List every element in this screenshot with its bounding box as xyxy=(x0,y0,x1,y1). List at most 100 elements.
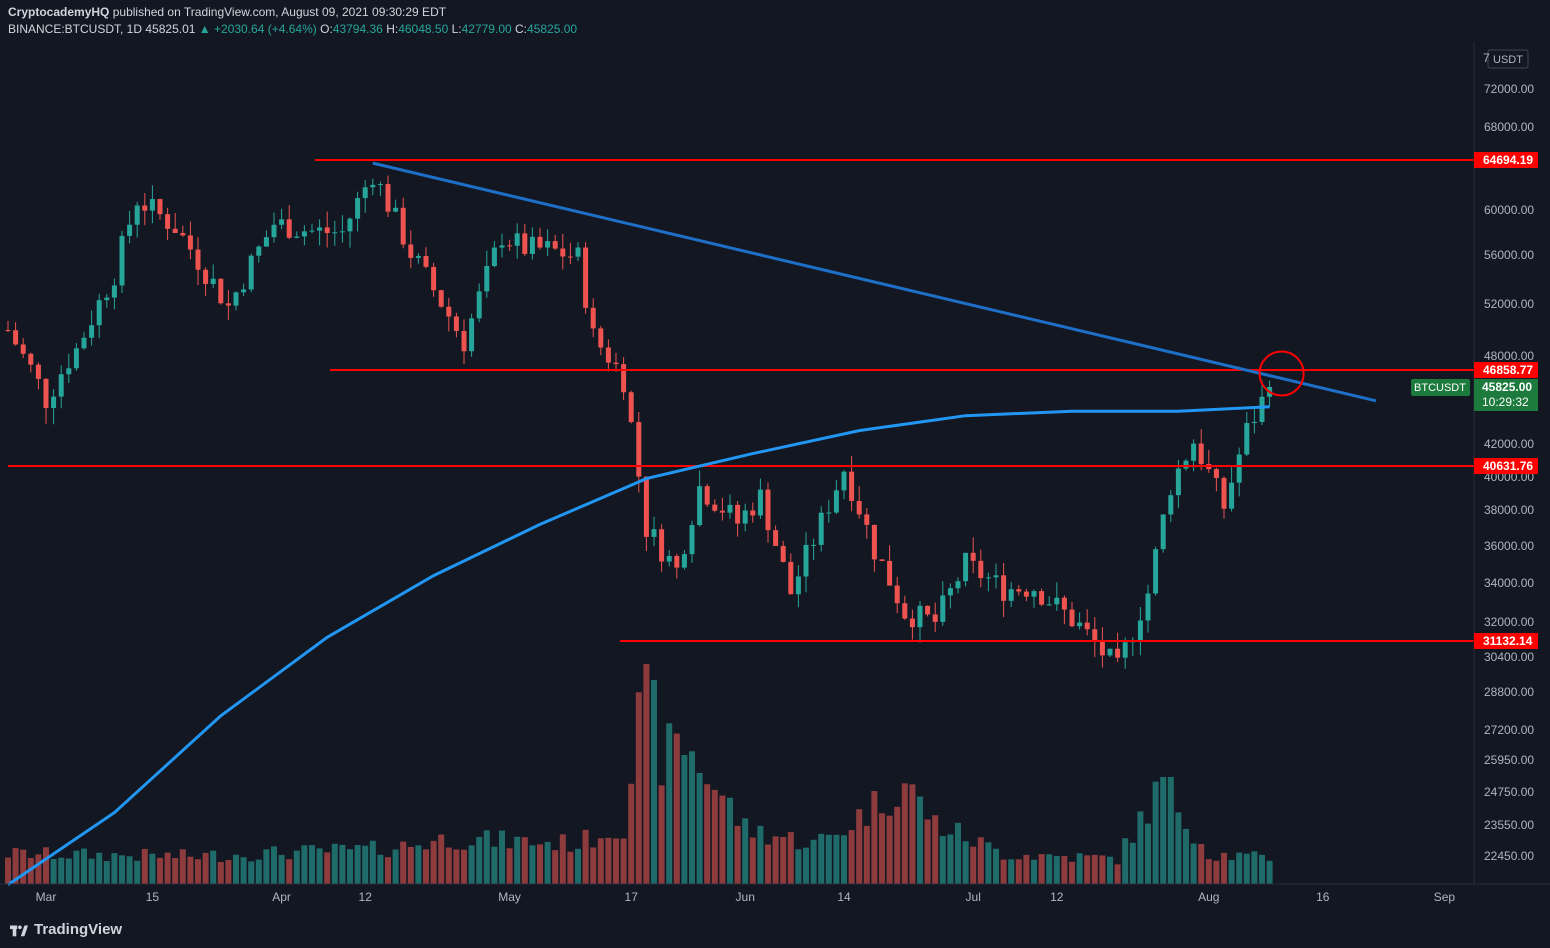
volume-bar xyxy=(278,854,285,884)
price-tick-label: 23550.00 xyxy=(1484,818,1534,832)
footer: TradingView xyxy=(0,912,1550,948)
volume-bar xyxy=(1038,854,1045,884)
volume-bar xyxy=(81,848,87,884)
candle-body xyxy=(1008,589,1014,601)
candle-body xyxy=(431,266,437,291)
volume-bar xyxy=(962,841,969,884)
candle-body xyxy=(940,595,946,622)
candle-body xyxy=(1175,468,1181,496)
volume-bar xyxy=(483,830,490,884)
volume-bar xyxy=(947,834,954,884)
candle-body xyxy=(712,504,718,511)
candle-body xyxy=(780,545,786,562)
candle-body xyxy=(317,227,323,231)
date-tick-label: 12 xyxy=(1050,890,1064,904)
volume-bar xyxy=(1015,859,1022,884)
descending-trendline xyxy=(372,161,1377,403)
time-axis[interactable]: Mar 15 Apr 12 May 17 Jun 14 Jul 12 Aug 16 Sep xyxy=(36,890,1456,904)
volume-bar xyxy=(894,806,901,884)
candle-body xyxy=(909,618,915,628)
volume-bar xyxy=(787,832,794,884)
candle-body xyxy=(339,231,345,233)
volume-bar xyxy=(1145,823,1151,884)
volume-bar xyxy=(772,836,779,884)
level-badge xyxy=(1474,458,1538,474)
volume-bar xyxy=(377,854,384,884)
tradingview-logo[interactable]: TradingView xyxy=(10,921,122,938)
candle-body xyxy=(1168,495,1174,515)
candle-body xyxy=(1069,609,1075,627)
volume-bar xyxy=(362,845,369,884)
volume-bar xyxy=(88,858,95,884)
price-chart[interactable]: USDT 7 72000.00 68000.00 60000.00 56000.00 52… xyxy=(0,42,1550,912)
circle-annotation xyxy=(1258,350,1305,397)
date-tick-label: Sep xyxy=(1434,890,1456,904)
candle-body xyxy=(58,374,64,397)
candle-body xyxy=(1213,469,1219,478)
candle-body xyxy=(377,184,383,186)
volume-bar xyxy=(1031,859,1037,884)
tradingview-logo-icon xyxy=(10,925,28,936)
candle-body xyxy=(871,524,877,560)
volume-bar xyxy=(1266,860,1273,884)
candle-body xyxy=(636,422,642,477)
candle-body xyxy=(803,544,809,577)
volume-bar xyxy=(620,838,627,884)
volume-bar xyxy=(613,838,619,884)
candle-body xyxy=(256,246,262,256)
candle-body xyxy=(932,614,938,622)
candle-body xyxy=(1153,549,1159,594)
candle-body xyxy=(423,256,429,267)
candle-body xyxy=(659,529,665,562)
candle-body xyxy=(149,199,155,211)
volume-bar xyxy=(582,829,589,884)
volume-bar xyxy=(324,852,331,884)
candle-body xyxy=(165,214,171,229)
volume-bar xyxy=(149,853,156,884)
symbol-badge-text: BTCUSDT xyxy=(1414,382,1466,394)
candle-body xyxy=(1160,514,1166,550)
volume-bar xyxy=(1228,860,1235,884)
currency-badge[interactable] xyxy=(1487,49,1529,69)
candle-body xyxy=(1039,591,1045,605)
volume-bar xyxy=(567,851,574,884)
author-name[interactable]: CryptocademyHQ xyxy=(8,5,110,19)
candle-body xyxy=(674,556,680,568)
volume-bar xyxy=(385,857,391,884)
candle-body xyxy=(142,205,148,211)
price-tick-label: 25950.00 xyxy=(1484,753,1534,767)
volume-bar xyxy=(172,857,179,884)
volume-bar xyxy=(681,754,688,884)
candle-body xyxy=(993,575,999,578)
volume-bar xyxy=(1053,856,1060,884)
candle-body xyxy=(362,187,368,199)
volume-bar xyxy=(240,857,247,884)
volume-bar xyxy=(848,830,855,884)
volume-bar xyxy=(96,852,103,884)
price-tick-label: 72000.00 xyxy=(1484,82,1534,96)
candle-body xyxy=(111,285,117,298)
volume-bar xyxy=(73,850,80,884)
volume-bar xyxy=(1243,853,1250,884)
candle-body xyxy=(773,530,779,546)
volume-bar xyxy=(1008,859,1015,884)
symbol-label[interactable]: BINANCE:BTCUSDT, 1D xyxy=(8,22,143,36)
currency-label: USDT xyxy=(1493,54,1523,66)
volume-bar xyxy=(20,849,27,884)
volume-bar xyxy=(749,837,756,884)
price-tick-label: 34000.00 xyxy=(1484,576,1534,590)
candle-body xyxy=(1077,622,1083,627)
candle-body xyxy=(902,603,908,619)
candle-body xyxy=(332,232,338,234)
volume-bar xyxy=(179,849,186,884)
candle-body xyxy=(1031,591,1037,597)
high-value: 46048.50 xyxy=(398,22,449,36)
candle-body xyxy=(583,247,589,308)
candle-body xyxy=(545,241,551,248)
volume-bar xyxy=(248,861,255,884)
candle-body xyxy=(856,501,862,515)
volume-bar xyxy=(689,751,695,884)
volume-bar xyxy=(263,849,270,884)
candle-body xyxy=(985,577,991,579)
volume-bar xyxy=(499,830,505,884)
